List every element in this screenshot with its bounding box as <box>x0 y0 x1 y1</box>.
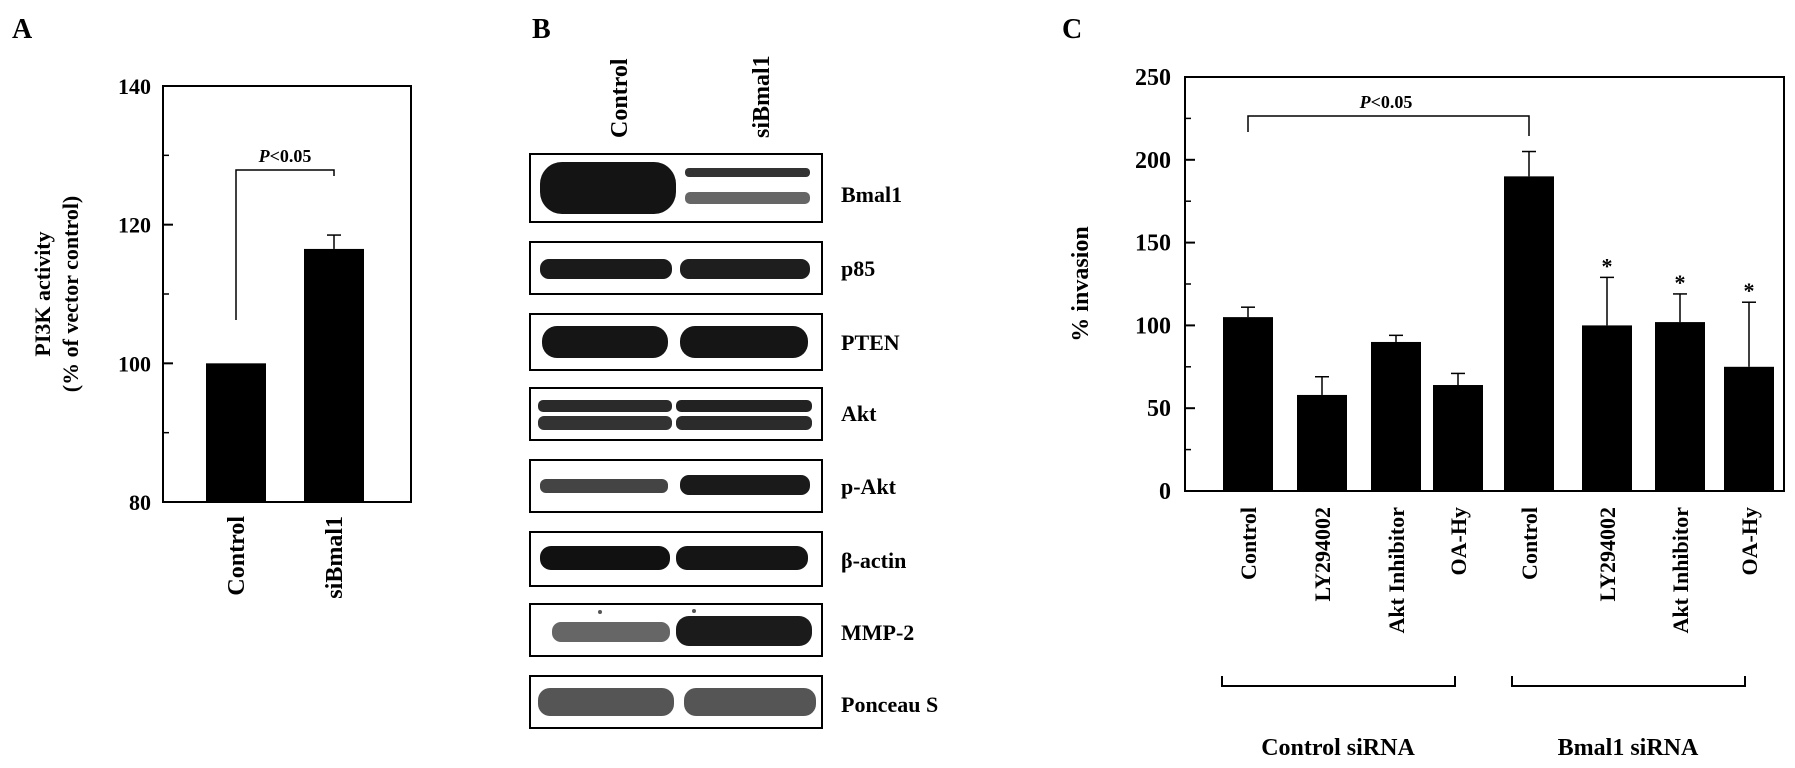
band-pten-sibmal1 <box>680 326 808 358</box>
panel-a-ylabel-line1: PI3K activity <box>30 231 55 356</box>
panel-a-xtick-label-sibmal1: siBmal1 <box>322 516 348 599</box>
panel-c-xtick-label-control-sirna-oa-hy: OA-Hy <box>1446 507 1471 575</box>
panel-a-sig-bracket <box>235 169 335 320</box>
panel-c-ytick-label-3: 150 <box>1135 231 1171 257</box>
panel-c-bar-control-sirna-control <box>1223 317 1273 491</box>
blot-label-beta-actin: β-actin <box>841 548 906 573</box>
panel-c-letter: C <box>1062 14 1082 45</box>
blot-frame-akt <box>529 387 823 441</box>
panel-a-sig-label: P<0.05 <box>258 146 312 166</box>
panel-c-sig-bracket <box>1247 115 1530 136</box>
blot-label-p-akt: p-Akt <box>841 474 897 499</box>
band-bmal1-control <box>540 162 676 214</box>
band-ponceau-s-control <box>538 688 674 716</box>
panel-c-sig-label: P<0.05 <box>1359 92 1413 112</box>
panel-b-lane-label-control: Control <box>607 58 633 138</box>
panel-c-bar-bmal1-sirna-control <box>1504 176 1554 492</box>
panel-c-bar-control-sirna-oa-hy <box>1433 385 1483 491</box>
panel-a-ylabel-line2: (% of vector control) <box>58 196 83 393</box>
band-p85-control <box>540 259 672 279</box>
panel-c-bar-bmal1-sirna-akt-inhibitor <box>1655 322 1705 491</box>
panel-c-ylabel: % invasion <box>1068 226 1094 341</box>
panel-a-letter: A <box>12 14 33 45</box>
panel-c-sig-star-bmal1-sirna-ly294002: * <box>1602 253 1613 278</box>
panel-c-sig-star-bmal1-sirna-akt-inhibitor: * <box>1675 270 1686 295</box>
band-akt-sibmal1-upper <box>676 400 812 412</box>
band-mmp-2-speck-1 <box>598 610 602 614</box>
band-pten-control <box>542 326 668 358</box>
panel-c-xtick-label-bmal1-sirna-oa-hy: OA-Hy <box>1737 507 1762 575</box>
band-akt-control-lower <box>538 416 672 430</box>
group-bracket-bmal1-sirna: Bmal1 siRNA <box>1511 676 1746 761</box>
panel-a-bar-control <box>206 363 266 502</box>
blot-label-bmal1: Bmal1 <box>841 182 902 207</box>
band-p-akt-control <box>540 479 668 493</box>
panel-c-xtick-label-control-sirna-control: Control <box>1236 507 1261 580</box>
panel-c-ytick-label-2: 100 <box>1135 313 1171 339</box>
band-bmal1-sibmal1-lower <box>685 192 810 204</box>
band-ponceau-s-sibmal1 <box>684 688 816 716</box>
panel-c-ytick-label-1: 50 <box>1147 396 1171 422</box>
blot-label-akt: Akt <box>841 401 877 426</box>
group-label-bmal1-sirna: Bmal1 siRNA <box>1558 735 1699 761</box>
panel-c-xtick-label-bmal1-sirna-control: Control <box>1517 507 1542 580</box>
band-bmal1-sibmal1-upper <box>685 168 810 177</box>
group-bracket-bmal1-sirna-line <box>1511 676 1746 687</box>
panel-c-significance: P<0.05 <box>1247 92 1530 136</box>
band-beta-actin-control <box>540 546 670 570</box>
panel-c-xtick-label-control-sirna-ly294002: LY294002 <box>1310 507 1335 602</box>
group-bracket-control-sirna: Control siRNA <box>1221 676 1456 761</box>
panel-a-significance: P<0.05 <box>235 146 335 320</box>
blot-label-pten: PTEN <box>841 330 900 355</box>
panel-a-ytick-label-3: 140 <box>118 74 151 99</box>
panel-a-ytick-label-1: 100 <box>118 351 151 376</box>
panel-a-ytick-label-0: 80 <box>129 490 151 515</box>
band-p85-sibmal1 <box>680 259 810 279</box>
band-mmp-2-speck-2 <box>692 609 696 613</box>
panel-b-blot: Control siBmal1 Bmal1 p85 PTEN Akt p-Akt <box>529 55 938 729</box>
panel-a-chart: PI3K activity (% of vector control) P<0.… <box>30 74 412 599</box>
panel-a-bar-sibmal1 <box>304 248 364 502</box>
blot-label-p85: p85 <box>841 256 875 281</box>
blot-label-mmp-2: MMP-2 <box>841 620 914 645</box>
band-mmp-2-control <box>552 622 670 642</box>
group-bracket-control-sirna-line <box>1221 676 1456 687</box>
panel-c-ytick-label-4: 200 <box>1135 148 1171 174</box>
band-mmp-2-sibmal1 <box>676 616 812 646</box>
panel-c-ytick-label-5: 250 <box>1135 65 1171 91</box>
panel-b-lane-label-sibmal1: siBmal1 <box>749 55 775 138</box>
panel-c-xtick-label-control-sirna-akt-inhibitor: Akt Inhibitor <box>1384 507 1409 634</box>
panel-a-xtick-label-control: Control <box>224 516 250 596</box>
panel-c-ytick-label-0: 0 <box>1159 479 1171 505</box>
panel-c-xtick-label-bmal1-sirna-akt-inhibitor: Akt Inhibitor <box>1668 507 1693 634</box>
panel-c-bar-control-sirna-akt-inhibitor <box>1371 341 1421 491</box>
band-akt-sibmal1-lower <box>676 416 812 430</box>
panel-c-xtick-label-bmal1-sirna-ly294002: LY294002 <box>1595 507 1620 602</box>
panel-c-bar-control-sirna-ly294002 <box>1297 394 1347 491</box>
band-akt-control-upper <box>538 400 672 412</box>
panel-b-letter: B <box>532 14 551 45</box>
panel-c-chart: % invasion P<0.05 Control siRNA Bmal1 si… <box>1068 65 1785 761</box>
panel-a-ytick-label-2: 120 <box>118 213 151 238</box>
band-p-akt-sibmal1 <box>680 475 810 495</box>
panel-c-bar-bmal1-sirna-oa-hy <box>1724 366 1774 491</box>
panel-c-sig-star-bmal1-sirna-oa-hy: * <box>1744 278 1755 303</box>
blot-label-ponceau-s: Ponceau S <box>841 692 938 717</box>
band-beta-actin-sibmal1 <box>676 546 808 570</box>
group-label-control-sirna: Control siRNA <box>1261 735 1415 761</box>
panel-c-bar-bmal1-sirna-ly294002 <box>1582 325 1632 491</box>
